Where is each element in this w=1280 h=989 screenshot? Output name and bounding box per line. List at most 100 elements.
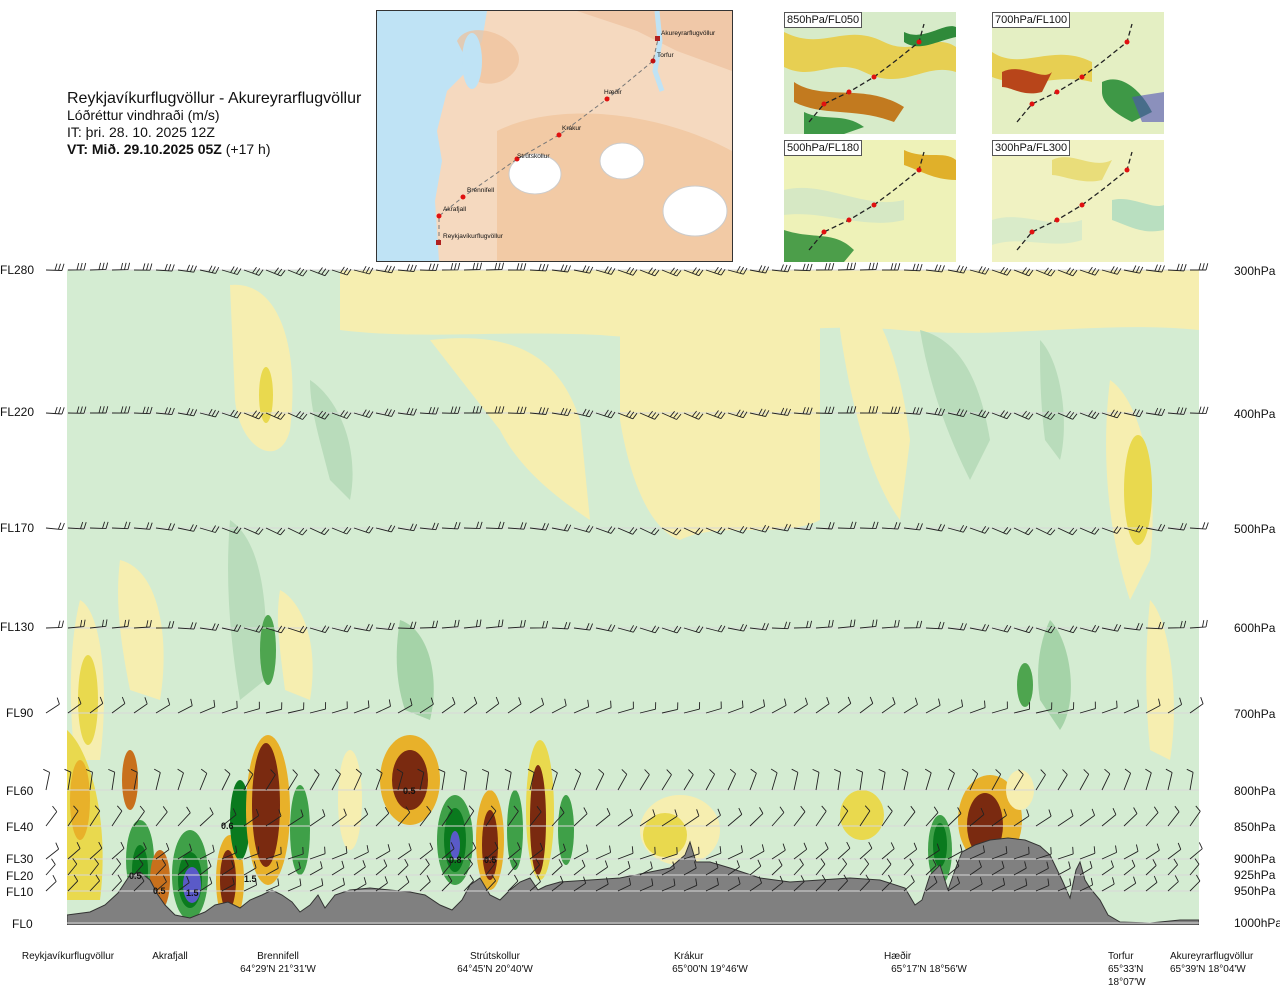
wind-barb xyxy=(287,878,302,892)
wind-barb xyxy=(375,699,391,714)
wind-barb xyxy=(441,521,461,530)
wind-barb xyxy=(639,846,656,860)
wind-barb xyxy=(749,859,762,876)
wind-barb xyxy=(1079,624,1100,633)
wind-barb xyxy=(551,875,564,892)
location-name: Strútskollur xyxy=(469,951,520,962)
weak-up-band xyxy=(840,280,910,520)
wind-barb xyxy=(485,262,505,271)
wind-barb xyxy=(903,697,918,714)
wind-barb xyxy=(595,526,616,534)
wind-barb xyxy=(133,620,152,629)
wind-barb xyxy=(111,406,131,414)
wind-barb xyxy=(947,699,964,714)
wind-barb xyxy=(177,806,191,827)
wind-barb xyxy=(1013,527,1034,536)
mini-map-850-label: 850hPa/FL050 xyxy=(784,12,863,28)
terrain xyxy=(67,837,1199,925)
wind-barb xyxy=(463,619,482,629)
wind-barb xyxy=(771,875,784,892)
wind-barb xyxy=(464,406,483,414)
wind-barb xyxy=(639,527,660,536)
wind-barb xyxy=(705,266,726,276)
wind-barb xyxy=(856,768,864,791)
wind-barb xyxy=(375,265,396,274)
wind-barb xyxy=(903,620,923,629)
up-cell-3 xyxy=(122,750,138,810)
wind-barb xyxy=(661,527,682,536)
wind-barb xyxy=(1145,768,1152,791)
wind-barb xyxy=(177,622,197,630)
wind-barb xyxy=(1167,620,1187,629)
weak-up-cell xyxy=(338,750,362,850)
wind-barb xyxy=(551,407,572,417)
wind-barb xyxy=(617,527,638,535)
wind-barb xyxy=(771,407,792,416)
wind-barb xyxy=(551,264,572,273)
wind-barb xyxy=(507,697,522,714)
wind-barb xyxy=(463,874,474,892)
wind-barb xyxy=(771,621,791,630)
wind-barb xyxy=(749,876,763,892)
weak-down-band xyxy=(228,520,267,700)
wind-barb xyxy=(485,841,499,860)
wind-barb xyxy=(485,521,505,530)
wind-barb xyxy=(947,768,955,791)
wind-barb xyxy=(45,874,57,892)
wind-barb xyxy=(683,769,694,791)
wind-barb xyxy=(85,769,93,791)
wind-barb xyxy=(221,266,242,275)
location-label: Reykjavíkurflugvöllur xyxy=(18,950,118,963)
down-cell-2 xyxy=(558,795,574,865)
wind-barb xyxy=(1123,265,1144,274)
wind-barb xyxy=(834,768,842,791)
wind-barb xyxy=(507,263,527,271)
wind-barb xyxy=(727,860,740,876)
wind-barb xyxy=(287,702,305,714)
route-point-marker xyxy=(655,36,660,41)
wind-barb xyxy=(969,768,979,791)
wind-barb xyxy=(265,861,279,876)
wind-barb xyxy=(529,263,549,272)
down-cell-2 xyxy=(290,785,310,875)
wind-barb xyxy=(67,874,79,892)
wind-barb xyxy=(771,859,783,876)
wind-barb xyxy=(1035,861,1049,876)
wind-barb xyxy=(859,619,878,629)
map-label-akureyri: Akureyrarflugvöllur xyxy=(661,30,716,37)
wind-barb xyxy=(1189,697,1204,714)
wind-barb xyxy=(243,878,258,892)
wind-barb xyxy=(199,876,213,892)
location-label: Krákur 65°00'N 19°46'W xyxy=(668,950,752,976)
wind-barb xyxy=(727,877,741,892)
wind-barb xyxy=(793,858,804,876)
wind-barb xyxy=(573,699,590,714)
wind-barb xyxy=(331,526,352,535)
wind-barb xyxy=(969,409,990,419)
weak-up-band xyxy=(230,284,293,452)
wind-barb xyxy=(177,698,193,714)
wind-barb xyxy=(507,406,527,415)
wind-barb xyxy=(1167,522,1187,531)
wind-barb xyxy=(991,410,1012,420)
wind-barb xyxy=(463,262,483,271)
wind-barb xyxy=(90,406,109,414)
wind-barb xyxy=(375,806,390,827)
wind-barb xyxy=(812,768,820,791)
wind-barb xyxy=(529,697,545,714)
wind-barb xyxy=(375,408,396,417)
route-point-marker xyxy=(514,156,520,162)
fl-label: FL40 xyxy=(6,820,34,834)
wind-barb xyxy=(1145,264,1165,273)
wind-barb xyxy=(309,878,324,892)
fl-label: FL10 xyxy=(6,885,34,899)
wind-barb xyxy=(815,406,835,414)
wind-barb xyxy=(1189,858,1200,876)
wind-barb xyxy=(133,263,153,271)
wind-barb xyxy=(199,768,208,791)
wind-barb xyxy=(243,701,260,714)
location-name: Krákur xyxy=(674,951,704,962)
wind-barb xyxy=(441,406,461,414)
wind-barb xyxy=(617,846,634,860)
wind-barb xyxy=(815,619,834,629)
